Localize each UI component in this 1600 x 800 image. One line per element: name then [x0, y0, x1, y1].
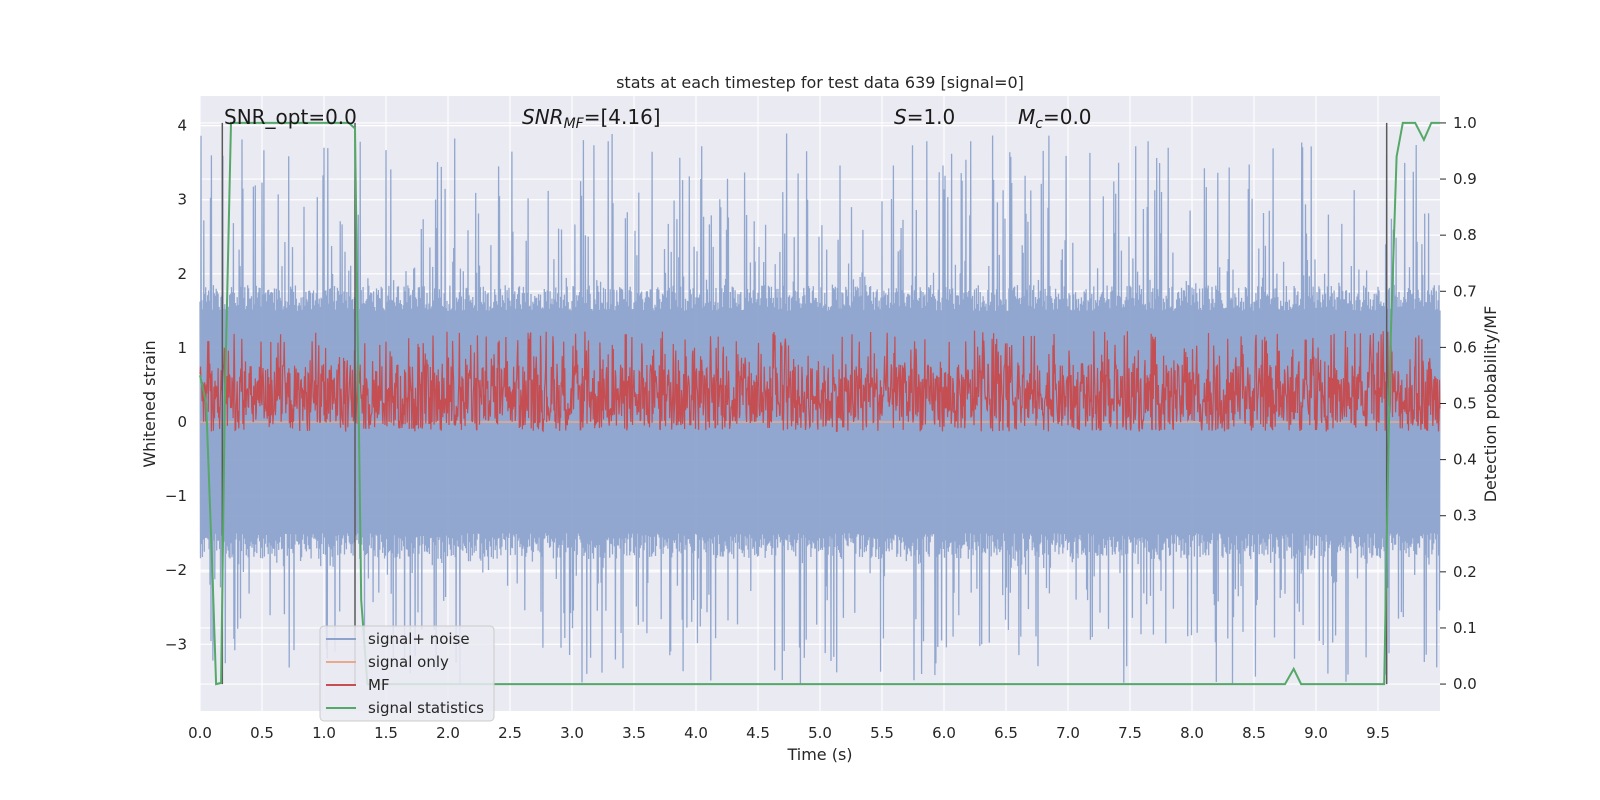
y-axis-label: Whitened strain: [140, 340, 159, 467]
y-tick-label: 2: [177, 265, 187, 283]
annotation-snr-opt: SNR_opt=0.0: [224, 105, 357, 129]
y-tick-label: 4: [177, 117, 187, 135]
x-tick-label: 6.0: [932, 724, 956, 742]
annotation-mc: Mc=0.0: [1018, 105, 1092, 132]
annotation-s: S=1.0: [894, 105, 955, 129]
legend-label-signal-noise: signal+ noise: [368, 630, 470, 648]
legend-box: [319, 625, 495, 722]
x-tick-label: 2.0: [436, 724, 460, 742]
x-tick-label: 0.0: [188, 724, 212, 742]
y-tick-label: 1: [177, 339, 187, 357]
y-tick-label: −1: [165, 487, 187, 505]
x-tick-label: 8.5: [1242, 724, 1266, 742]
x-tick-label: 7.0: [1056, 724, 1080, 742]
x-tick-label: 1.5: [374, 724, 398, 742]
x-tick-label: 3.0: [560, 724, 584, 742]
y-tick-label: 3: [177, 191, 187, 209]
series-mf-line: [199, 330, 1441, 433]
x-tick-label: 1.0: [312, 724, 336, 742]
y2-tick-label: 0.7: [1453, 282, 1477, 300]
x-tick-label: 5.0: [808, 724, 832, 742]
y2-tick-label: 0.0: [1453, 675, 1477, 693]
x-tick-label: 8.0: [1180, 724, 1204, 742]
y2-tick-label: 0.3: [1453, 507, 1477, 525]
x-tick-label: 9.5: [1366, 724, 1390, 742]
annotations: SNR_opt=0.0 SNRMF=[4.16] S=1.0 Mc=0.0: [224, 105, 1092, 132]
y2-axis-label: Detection probability/MF: [1481, 306, 1500, 503]
y2-tick-label: 0.2: [1453, 563, 1477, 581]
series-layer: [199, 121, 1441, 686]
tick-layer: 0.0 0.5 1.0 1.5 2.0 2.5 3.0 3.5 4.0 4.5 5.0 5.5 6.0 6…: [165, 114, 1477, 742]
y2-tick-label: 0.5: [1453, 395, 1477, 413]
x-axis-label: Time (s): [786, 745, 852, 764]
y-tick-label: −3: [165, 635, 187, 653]
x-tick-label: 6.5: [994, 724, 1018, 742]
x-tick-label: 3.5: [622, 724, 646, 742]
legend: signal+ noise signal only MF signal stat…: [319, 625, 495, 722]
y-tick-label: −2: [165, 561, 187, 579]
x-tick-label: 7.5: [1118, 724, 1142, 742]
x-tick-label: 9.0: [1304, 724, 1328, 742]
y2-tick-label: 1.0: [1453, 114, 1477, 132]
y2-tick-label: 0.1: [1453, 619, 1477, 637]
y-tick-label: 0: [177, 413, 187, 431]
x-tick-label: 0.5: [250, 724, 274, 742]
annotation-snr-mf: SNRMF=[4.16]: [522, 105, 661, 132]
y2-tick-label: 0.6: [1453, 338, 1477, 356]
legend-label-signal-only: signal only: [368, 653, 449, 671]
x-tick-label: 5.5: [870, 724, 894, 742]
x-tick-label: 4.0: [684, 724, 708, 742]
legend-label-signal-statistics: signal statistics: [368, 699, 484, 717]
legend-label-mf: MF: [368, 676, 390, 694]
y2-tick-label: 0.8: [1453, 226, 1477, 244]
chart-title: stats at each timestep for test data 639…: [616, 73, 1024, 92]
series-signal-noise-line: [199, 133, 1441, 685]
y2-tick-label: 0.9: [1453, 170, 1477, 188]
x-tick-label: 2.5: [498, 724, 522, 742]
x-tick-label: 4.5: [746, 724, 770, 742]
y2-tick-label: 0.4: [1453, 451, 1477, 469]
